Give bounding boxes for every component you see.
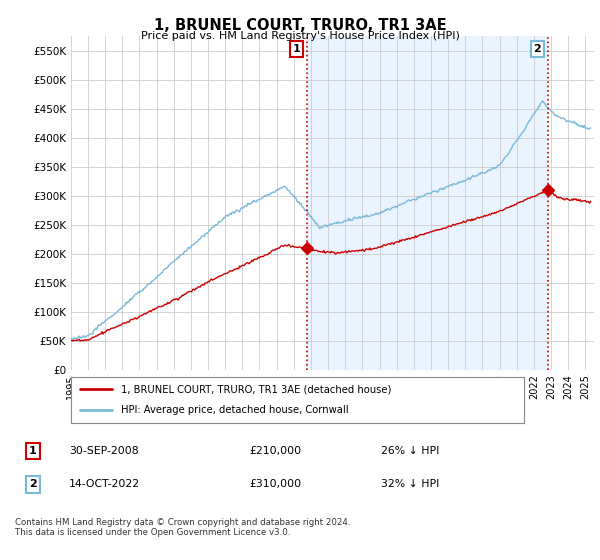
Text: £210,000: £210,000 [249, 446, 301, 456]
Text: Contains HM Land Registry data © Crown copyright and database right 2024.
This d: Contains HM Land Registry data © Crown c… [15, 518, 350, 538]
Text: 14-OCT-2022: 14-OCT-2022 [69, 479, 140, 489]
Text: 32% ↓ HPI: 32% ↓ HPI [381, 479, 439, 489]
Bar [307, 36, 548, 370]
Text: HPI: Average price, detached house, Cornwall: HPI: Average price, detached house, Corn… [121, 405, 348, 416]
Text: 26% ↓ HPI: 26% ↓ HPI [381, 446, 439, 456]
Text: 1, BRUNEL COURT, TRURO, TR1 3AE (detached house): 1, BRUNEL COURT, TRURO, TR1 3AE (detache… [121, 384, 391, 394]
Text: 30-SEP-2008: 30-SEP-2008 [69, 446, 139, 456]
Text: 1, BRUNEL COURT, TRURO, TR1 3AE: 1, BRUNEL COURT, TRURO, TR1 3AE [154, 18, 446, 33]
Text: £310,000: £310,000 [249, 479, 301, 489]
Text: 1: 1 [29, 446, 37, 456]
Text: Price paid vs. HM Land Registry's House Price Index (HPI): Price paid vs. HM Land Registry's House … [140, 31, 460, 41]
Text: 2: 2 [533, 44, 541, 54]
Text: 1: 1 [293, 44, 300, 54]
Text: 2: 2 [29, 479, 37, 489]
